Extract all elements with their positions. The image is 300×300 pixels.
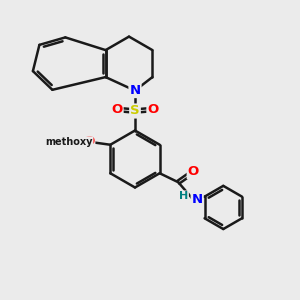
Text: O: O xyxy=(147,103,159,116)
Text: S: S xyxy=(130,104,140,118)
Text: O: O xyxy=(111,103,123,116)
Text: methoxy: methoxy xyxy=(46,137,93,147)
Text: N: N xyxy=(129,84,141,97)
Text: O: O xyxy=(83,135,94,148)
Text: N: N xyxy=(192,193,203,206)
Text: H: H xyxy=(179,191,188,201)
Text: O: O xyxy=(188,165,199,178)
